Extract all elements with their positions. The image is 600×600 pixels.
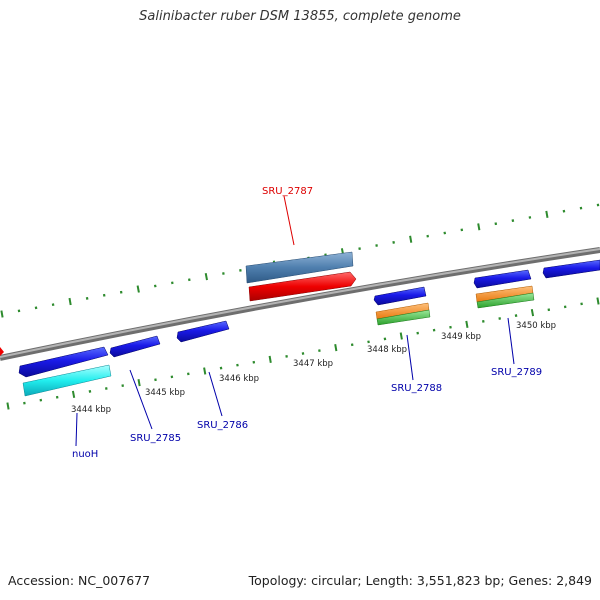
gene-offscreen-right[interactable] <box>542 259 600 279</box>
leader-sru-2785 <box>129 369 153 430</box>
gene-nuoh-cyan[interactable] <box>22 364 112 397</box>
gene-sru-2786[interactable] <box>176 320 230 343</box>
lower-major-tick <box>530 309 535 317</box>
upper-major-tick <box>409 235 413 243</box>
scale-label-3449: 3449 kbp <box>441 332 481 342</box>
gene-sru-2788[interactable] <box>373 286 427 306</box>
leader-nuoh <box>75 412 78 447</box>
lower-minor-tick <box>219 366 223 370</box>
map-title: Salinibacter ruber DSM 13855, complete g… <box>139 9 461 24</box>
leader-sru-2787 <box>283 195 295 246</box>
upper-major-tick <box>0 310 4 318</box>
gene-sru-2787-steel[interactable] <box>245 251 354 284</box>
upper-minor-tick <box>34 306 38 310</box>
lower-major-tick <box>137 379 141 387</box>
upper-major-tick <box>136 285 140 293</box>
gene-label-sru-2787[interactable]: SRU_2787 <box>262 186 313 197</box>
scale-label-3447: 3447 kbp <box>293 359 333 369</box>
lower-minor-tick <box>367 340 370 344</box>
upper-major-tick <box>68 297 72 306</box>
scale-label-3444: 3444 kbp <box>71 405 111 415</box>
gene-label-sru-2788[interactable]: SRU_2788 <box>391 383 442 394</box>
leader-sru-2786 <box>208 371 223 417</box>
gene-label-sru-2786[interactable]: SRU_2786 <box>197 420 248 431</box>
genome-summary-label: Topology: circular; Length: 3,551,823 bp… <box>248 573 592 588</box>
scale-label-3446: 3446 kbp <box>219 374 259 384</box>
leader-sru-2789 <box>507 317 515 365</box>
scale-label-3445: 3445 kbp <box>145 388 185 398</box>
lower-major-tick <box>465 320 469 328</box>
upper-minor-tick <box>511 219 515 223</box>
lower-major-tick <box>334 344 338 352</box>
gene-sru-2789[interactable] <box>473 269 532 289</box>
tick-row-lower <box>6 297 600 410</box>
lower-major-tick <box>399 332 403 340</box>
gene-label-sru-2789[interactable]: SRU_2789 <box>491 367 542 378</box>
lower-major-tick <box>268 355 272 363</box>
gene-label-nuoh[interactable]: nuoH <box>72 449 98 460</box>
lower-major-tick <box>203 367 207 375</box>
upper-minor-tick <box>443 231 447 235</box>
gene-sru-2789-green[interactable] <box>476 292 535 309</box>
gene-sru-2788-green[interactable] <box>376 309 431 326</box>
upper-major-tick <box>204 273 208 281</box>
accession-label: Accession: NC_007677 <box>8 573 151 588</box>
gene-sru-2785[interactable] <box>109 335 161 358</box>
scale-label-3448: 3448 kbp <box>367 345 407 355</box>
upper-minor-tick <box>153 284 157 288</box>
lower-minor-tick <box>236 363 239 367</box>
lower-major-tick <box>71 390 76 398</box>
leader-sru-2788 <box>406 334 414 381</box>
upper-minor-tick <box>392 240 395 244</box>
lower-minor-tick <box>514 314 518 318</box>
upper-major-tick <box>477 223 481 231</box>
lower-major-tick <box>6 402 10 410</box>
upper-minor-tick <box>562 209 566 213</box>
upper-major-tick <box>545 210 549 218</box>
genome-backbone-highlight <box>0 248 600 358</box>
gene-nuoh-upper[interactable] <box>18 346 109 378</box>
gene-sru-2787[interactable] <box>248 271 357 302</box>
scale-label-3450: 3450 kbp <box>516 321 556 331</box>
gene-label-sru-2785[interactable]: SRU_2785 <box>130 433 181 444</box>
gene-offscreen-marker <box>0 347 4 356</box>
lower-minor-tick <box>383 337 387 341</box>
lower-major-tick <box>596 297 600 305</box>
lower-minor-tick <box>88 389 92 393</box>
upper-minor-tick <box>85 296 89 300</box>
